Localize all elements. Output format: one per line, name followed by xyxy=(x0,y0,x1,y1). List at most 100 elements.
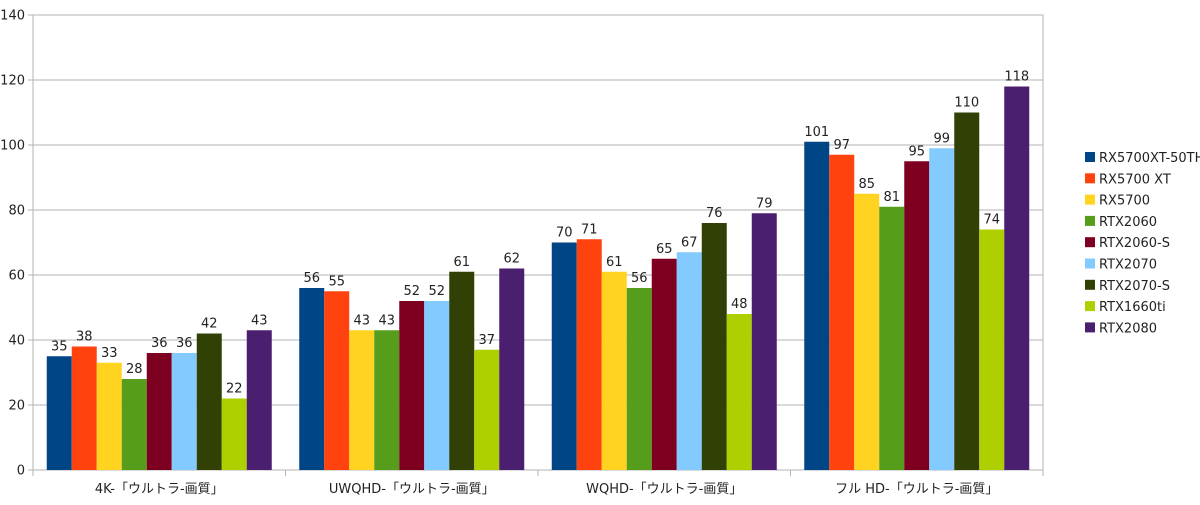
bar xyxy=(551,242,577,470)
legend-swatch xyxy=(1085,237,1095,248)
bar xyxy=(96,362,122,470)
legend-label: RTX2060 xyxy=(1099,215,1157,230)
bar xyxy=(221,398,247,470)
data-label: 36 xyxy=(176,336,193,351)
legend-swatch xyxy=(1085,258,1095,269)
data-label: 97 xyxy=(833,138,850,153)
x-tick-label: 4K-「ウルトラ-画質」 xyxy=(95,482,224,497)
data-label: 70 xyxy=(556,226,573,241)
legend-swatch xyxy=(1085,194,1095,205)
bar xyxy=(879,206,905,470)
data-label: 110 xyxy=(954,96,979,111)
legend-label: RX5700 XT xyxy=(1099,172,1171,187)
bar xyxy=(399,301,425,470)
data-label: 74 xyxy=(983,213,1000,228)
bar xyxy=(751,213,777,470)
y-tick-label: 0 xyxy=(17,464,25,479)
bar xyxy=(299,288,325,470)
bar xyxy=(676,252,702,470)
bar xyxy=(854,193,880,470)
y-tick-label: 80 xyxy=(8,204,25,219)
bar xyxy=(324,291,350,470)
data-label: 67 xyxy=(681,235,698,250)
data-label: 71 xyxy=(581,222,598,237)
data-label: 28 xyxy=(126,362,143,377)
data-label: 62 xyxy=(503,252,520,267)
bar xyxy=(374,330,400,470)
data-label: 42 xyxy=(201,317,218,332)
data-label: 55 xyxy=(328,274,345,289)
data-label: 61 xyxy=(453,255,470,270)
bar xyxy=(651,258,677,470)
data-label: 81 xyxy=(883,190,900,205)
y-tick-label: 100 xyxy=(0,139,25,154)
x-tick-label: WQHD-「ウルトラ-画質」 xyxy=(586,482,742,497)
bar xyxy=(804,141,830,470)
legend-swatch xyxy=(1085,322,1095,333)
bar xyxy=(171,353,197,470)
legend-swatch xyxy=(1085,301,1095,312)
bar xyxy=(349,330,375,470)
y-tick-label: 40 xyxy=(8,334,25,349)
bar xyxy=(576,239,602,470)
bar xyxy=(424,301,450,470)
legend-swatch xyxy=(1085,215,1095,226)
data-label: 37 xyxy=(478,333,495,348)
bar xyxy=(1004,86,1030,470)
bar xyxy=(121,379,147,470)
data-label: 101 xyxy=(804,125,829,140)
bar xyxy=(954,112,980,470)
legend-label: RX5700 xyxy=(1099,194,1150,209)
legend-label: RTX2060-S xyxy=(1099,236,1170,251)
bar xyxy=(904,161,930,470)
y-tick-label: 20 xyxy=(8,399,25,414)
data-label: 22 xyxy=(226,382,243,397)
data-label: 43 xyxy=(251,313,268,328)
data-label: 79 xyxy=(756,196,773,211)
data-label: 61 xyxy=(606,255,623,270)
data-label: 38 xyxy=(76,330,93,345)
y-tick-label: 120 xyxy=(0,74,25,89)
bar xyxy=(626,288,652,470)
bar xyxy=(71,346,97,470)
data-label: 48 xyxy=(731,297,748,312)
legend-label: RTX2070-S xyxy=(1099,279,1170,294)
data-label: 33 xyxy=(101,346,118,361)
data-label: 56 xyxy=(631,271,648,286)
bar xyxy=(499,268,525,470)
data-label: 65 xyxy=(656,242,673,257)
data-label: 85 xyxy=(858,177,875,192)
bar xyxy=(449,271,475,470)
bar xyxy=(246,330,272,470)
x-tick-label: UWQHD-「ウルトラ-画質」 xyxy=(329,482,495,497)
legend-swatch xyxy=(1085,173,1095,184)
data-label: 76 xyxy=(706,206,723,221)
legend-label: RX5700XT-50TH xyxy=(1099,151,1200,166)
bar xyxy=(701,223,727,470)
bar xyxy=(196,333,222,470)
bar xyxy=(474,349,500,470)
data-label: 43 xyxy=(353,313,370,328)
data-label: 52 xyxy=(403,284,420,299)
data-label: 118 xyxy=(1004,70,1029,85)
data-label: 43 xyxy=(378,313,395,328)
legend-label: RTX2080 xyxy=(1099,321,1157,336)
bar xyxy=(601,271,627,470)
bar xyxy=(929,148,955,470)
data-label: 95 xyxy=(908,144,925,159)
bar xyxy=(46,356,72,470)
y-tick-label: 60 xyxy=(8,269,25,284)
y-tick-label: 140 xyxy=(0,9,25,24)
x-tick-label: フル HD-「ウルトラ-画質」 xyxy=(835,482,998,497)
data-label: 35 xyxy=(51,339,68,354)
legend-label: RTX1660ti xyxy=(1099,300,1166,315)
bar xyxy=(829,154,855,470)
legend-label: RTX2070 xyxy=(1099,258,1157,273)
bar xyxy=(979,229,1005,470)
bar xyxy=(146,353,172,470)
legend-swatch xyxy=(1085,279,1095,290)
legend-swatch xyxy=(1085,152,1095,162)
data-label: 52 xyxy=(428,284,445,299)
